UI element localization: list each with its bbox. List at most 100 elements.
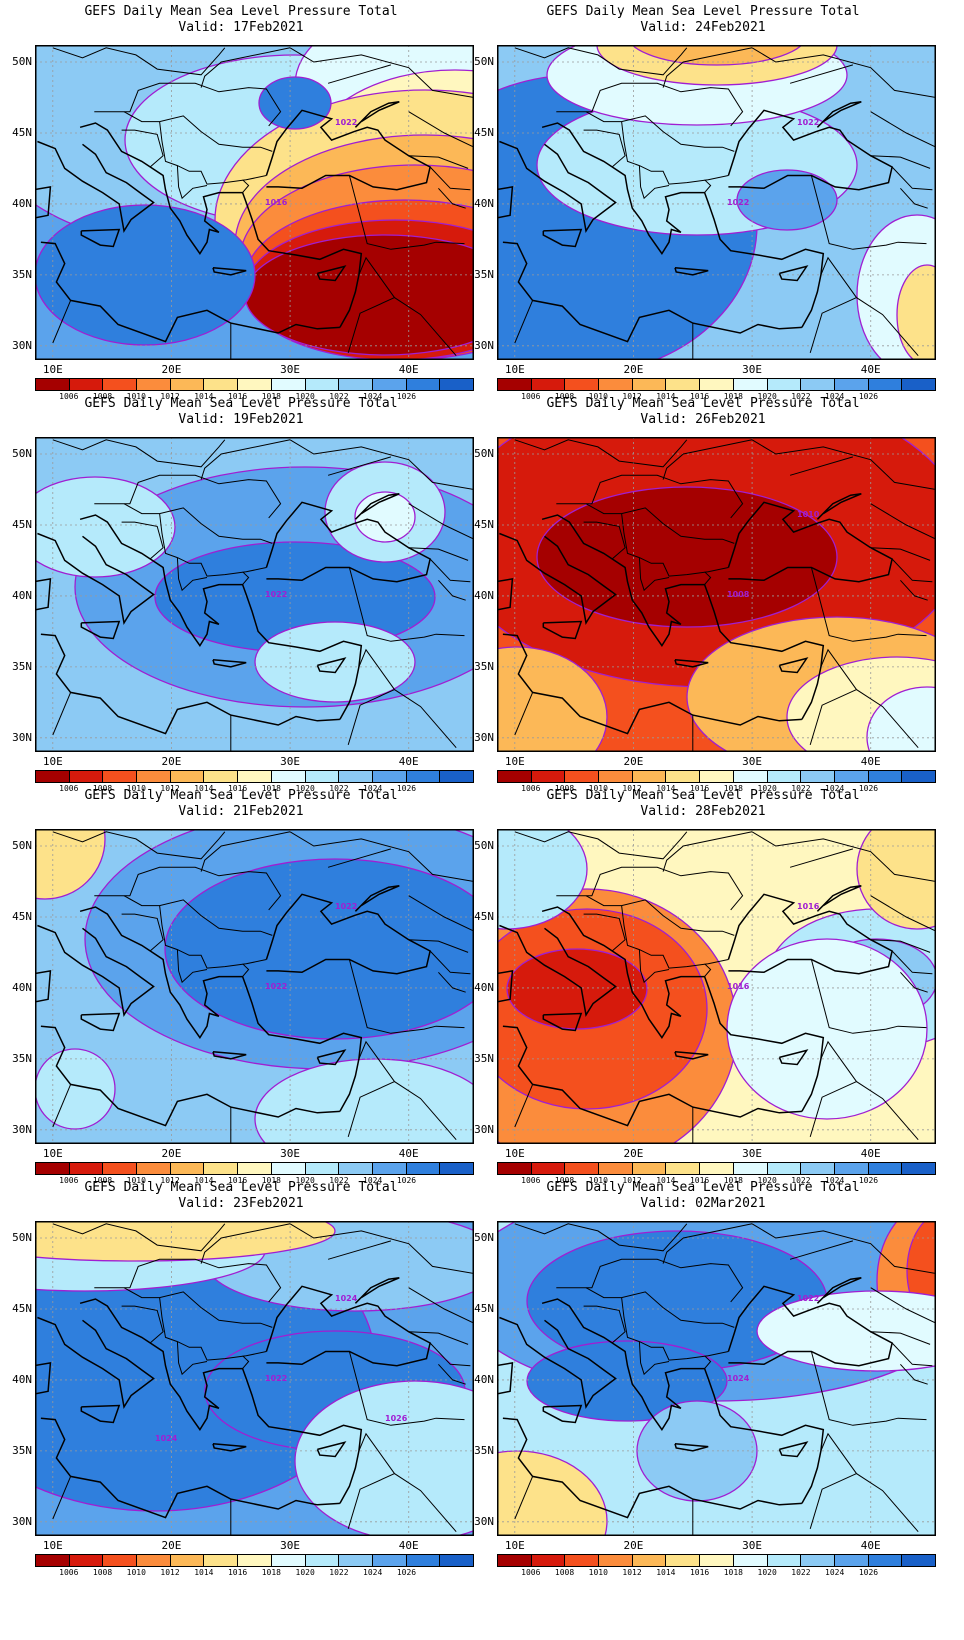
color-bar-label: 1020 (295, 1176, 315, 1185)
pressure-contour-region (254, 621, 416, 703)
color-bar-label: 1006 (59, 1176, 79, 1185)
color-bar-label: 1024 (825, 392, 845, 401)
country-border (94, 866, 282, 911)
map-frame (35, 437, 474, 752)
country-border (662, 47, 753, 88)
coastline (80, 228, 121, 248)
latitude-label: 40N (12, 588, 32, 602)
country-border (621, 905, 729, 969)
color-bar-swatch (69, 1163, 104, 1174)
color-bar-swatch (801, 1163, 835, 1174)
country-border (327, 1240, 392, 1260)
panel-title: GEFS Daily Mean Sea Level Pressure Total (84, 4, 398, 19)
country-border (200, 1223, 291, 1264)
panel-title: GEFS Daily Mean Sea Level Pressure Total (546, 396, 860, 411)
longitude-label: 20E (161, 1539, 182, 1552)
color-bar-label: 1010 (588, 784, 608, 793)
latitude-label: 35N (474, 659, 494, 673)
contour-label: 1022 (335, 902, 357, 911)
country-border (638, 949, 670, 984)
coastline (37, 924, 155, 1017)
longitude-label: 30E (280, 1147, 301, 1160)
color-bar-swatch (868, 1555, 903, 1566)
country-border (429, 1342, 471, 1367)
longitude-label: 10E (42, 363, 63, 376)
latitude-label: 40N (474, 588, 494, 602)
color-bar-swatch (103, 379, 138, 390)
color-bar-label: 1008 (554, 392, 575, 401)
longitude-label: 10E (42, 1539, 63, 1552)
color-bar-label: 1026 (858, 784, 879, 793)
country-border (289, 831, 474, 882)
country-border (820, 1432, 919, 1533)
color-bar-swatch (69, 1555, 104, 1566)
coastline (497, 578, 514, 611)
country-border (121, 129, 164, 168)
color-bar-swatch (406, 771, 441, 782)
pressure-contour-region (726, 938, 928, 1120)
country-border (638, 1341, 670, 1376)
country-border (810, 959, 927, 1034)
coastline (35, 970, 52, 1003)
latitude-label: 50N (474, 839, 494, 853)
country-border (556, 82, 744, 127)
color-bar-label: 1014 (194, 1568, 214, 1577)
color-bar-swatch (170, 1163, 205, 1174)
coastline (40, 241, 340, 343)
country-border (662, 1223, 753, 1264)
color-bar-label: 1006 (59, 392, 79, 401)
color-bar-swatch (406, 379, 441, 390)
color-bar-label: 1012 (622, 392, 642, 401)
color-bar-label: 1022 (329, 1568, 349, 1577)
color-bar-label: 1014 (656, 1568, 676, 1577)
color-bar-swatch (599, 771, 633, 782)
panel-valid-date: Valid: 28Feb2021 (640, 804, 766, 819)
coastline (35, 1362, 52, 1395)
coastline (499, 140, 617, 233)
country-border (585, 1287, 735, 1328)
color-bar-label: 1006 (59, 1568, 79, 1577)
country-border (809, 689, 857, 746)
color-bar-swatch (868, 771, 903, 782)
country-border (121, 913, 164, 952)
color-bar-label: 1012 (160, 1176, 180, 1185)
country-border (583, 129, 626, 168)
latitude-label: 45N (474, 517, 494, 531)
longitude-label: 10E (42, 755, 63, 768)
contour-label: 1022 (727, 198, 749, 207)
country-border (348, 175, 465, 250)
longitude-label: 30E (280, 1539, 301, 1552)
country-border (159, 1297, 267, 1361)
contour-label: 1010 (797, 510, 820, 519)
color-bar (35, 378, 474, 391)
color-bar-swatch (440, 379, 473, 390)
coastline (354, 885, 400, 912)
coastline (778, 1441, 809, 1458)
country-border (348, 959, 465, 1034)
pressure-contour-region (258, 76, 332, 130)
coastline (542, 228, 583, 248)
color-bar-swatch (170, 1555, 205, 1566)
pressure-map: 1008 1010 (497, 437, 936, 752)
contour-label: 1022 (265, 982, 287, 991)
color-bar-label: 1010 (126, 784, 146, 793)
country-border (408, 1287, 474, 1324)
country-border (514, 439, 688, 468)
country-border (289, 1223, 474, 1274)
map-panel: GEFS Daily Mean Sea Level Pressure Total… (462, 1176, 944, 1586)
latitude-label: 30N (474, 338, 494, 352)
coastline (499, 924, 617, 1017)
color-bar (497, 770, 936, 783)
country-border (900, 1363, 928, 1385)
country-border (200, 47, 291, 88)
coastline (265, 893, 431, 975)
pressure-contour-region (526, 1340, 728, 1422)
map-panel: GEFS Daily Mean Sea Level Pressure Total… (0, 392, 482, 802)
country-border (52, 1476, 72, 1520)
latitude-label: 35N (12, 1443, 32, 1457)
country-border (52, 1223, 226, 1252)
color-bar-swatch (36, 379, 70, 390)
country-border (585, 895, 735, 936)
color-bar-label: 1006 (521, 784, 541, 793)
pressure-contour-region (896, 264, 936, 360)
